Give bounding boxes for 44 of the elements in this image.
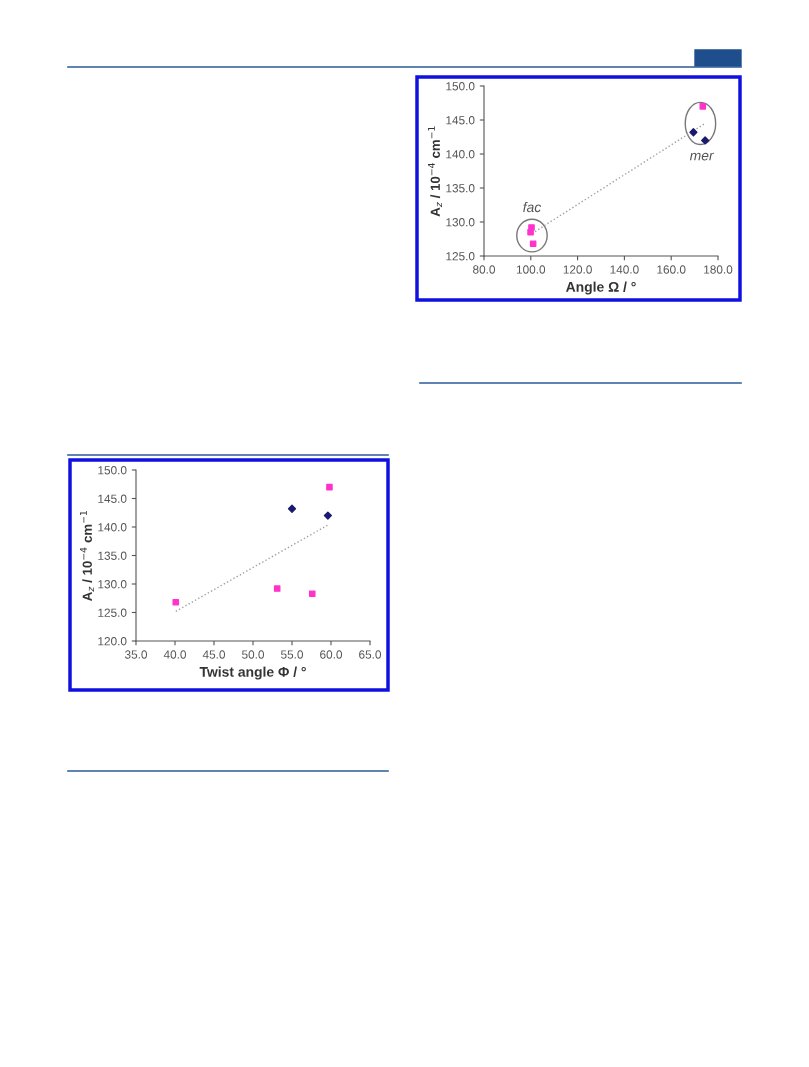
- x-tick-label: 140.0: [610, 265, 639, 274]
- point: [529, 240, 537, 248]
- point: [326, 483, 333, 491]
- y-tick-label: 125.0: [446, 252, 475, 261]
- y-tick-label: 145.0: [98, 494, 127, 503]
- point: [273, 585, 281, 592]
- y-tick-label: 140.0: [446, 150, 475, 159]
- y-tick-label: 120.0: [98, 637, 127, 646]
- x-tick-label: 50.0: [241, 650, 265, 659]
- y-tick-label: 150.0: [446, 82, 475, 91]
- point: [323, 511, 332, 520]
- x-tick-label: 60.0: [320, 650, 343, 659]
- y-tick-label: 135.0: [446, 184, 475, 193]
- y-tick-label: 130.0: [446, 218, 475, 227]
- annotation: mer: [689, 152, 715, 161]
- point: [701, 136, 710, 145]
- x-tick-label: 65.0: [359, 650, 382, 659]
- x-axis-title: Angle Ω / °: [565, 281, 636, 295]
- x-tick-label: 35.0: [124, 650, 148, 659]
- y-axis-title: A$_{z}$ / 10$^{−4}$ cm$^{−1}$: [80, 511, 94, 601]
- y-tick-label: 125.0: [98, 608, 127, 617]
- point: [308, 590, 316, 597]
- y-tick-label: 130.0: [98, 580, 127, 589]
- x-tick-label: 160.0: [657, 265, 686, 274]
- x-tick-label: 80.0: [473, 265, 496, 274]
- x-tick-label: 100.0: [516, 265, 546, 274]
- x-tick-label: 120.0: [563, 265, 592, 274]
- x-axis-title: Twist angle Φ / °: [199, 666, 306, 680]
- point: [689, 128, 698, 137]
- x-tick-label: 45.0: [202, 650, 226, 659]
- point: [699, 103, 707, 110]
- point: [287, 504, 297, 513]
- y-tick-label: 140.0: [98, 523, 127, 532]
- annotation: fac: [523, 201, 542, 213]
- y-tick-label: 145.0: [446, 116, 475, 125]
- y-tick-label: 150.0: [98, 466, 127, 475]
- x-tick-label: 55.0: [280, 650, 304, 659]
- point: [528, 224, 535, 231]
- point: [527, 228, 534, 236]
- y-axis-title: A$_{z}$ / 10$^{−4}$ cm$^{−1}$: [428, 126, 442, 217]
- x-tick-label: 180.0: [704, 265, 733, 274]
- x-tick-label: 40.0: [163, 650, 187, 659]
- y-tick-label: 135.0: [98, 551, 127, 560]
- point: [172, 598, 180, 606]
